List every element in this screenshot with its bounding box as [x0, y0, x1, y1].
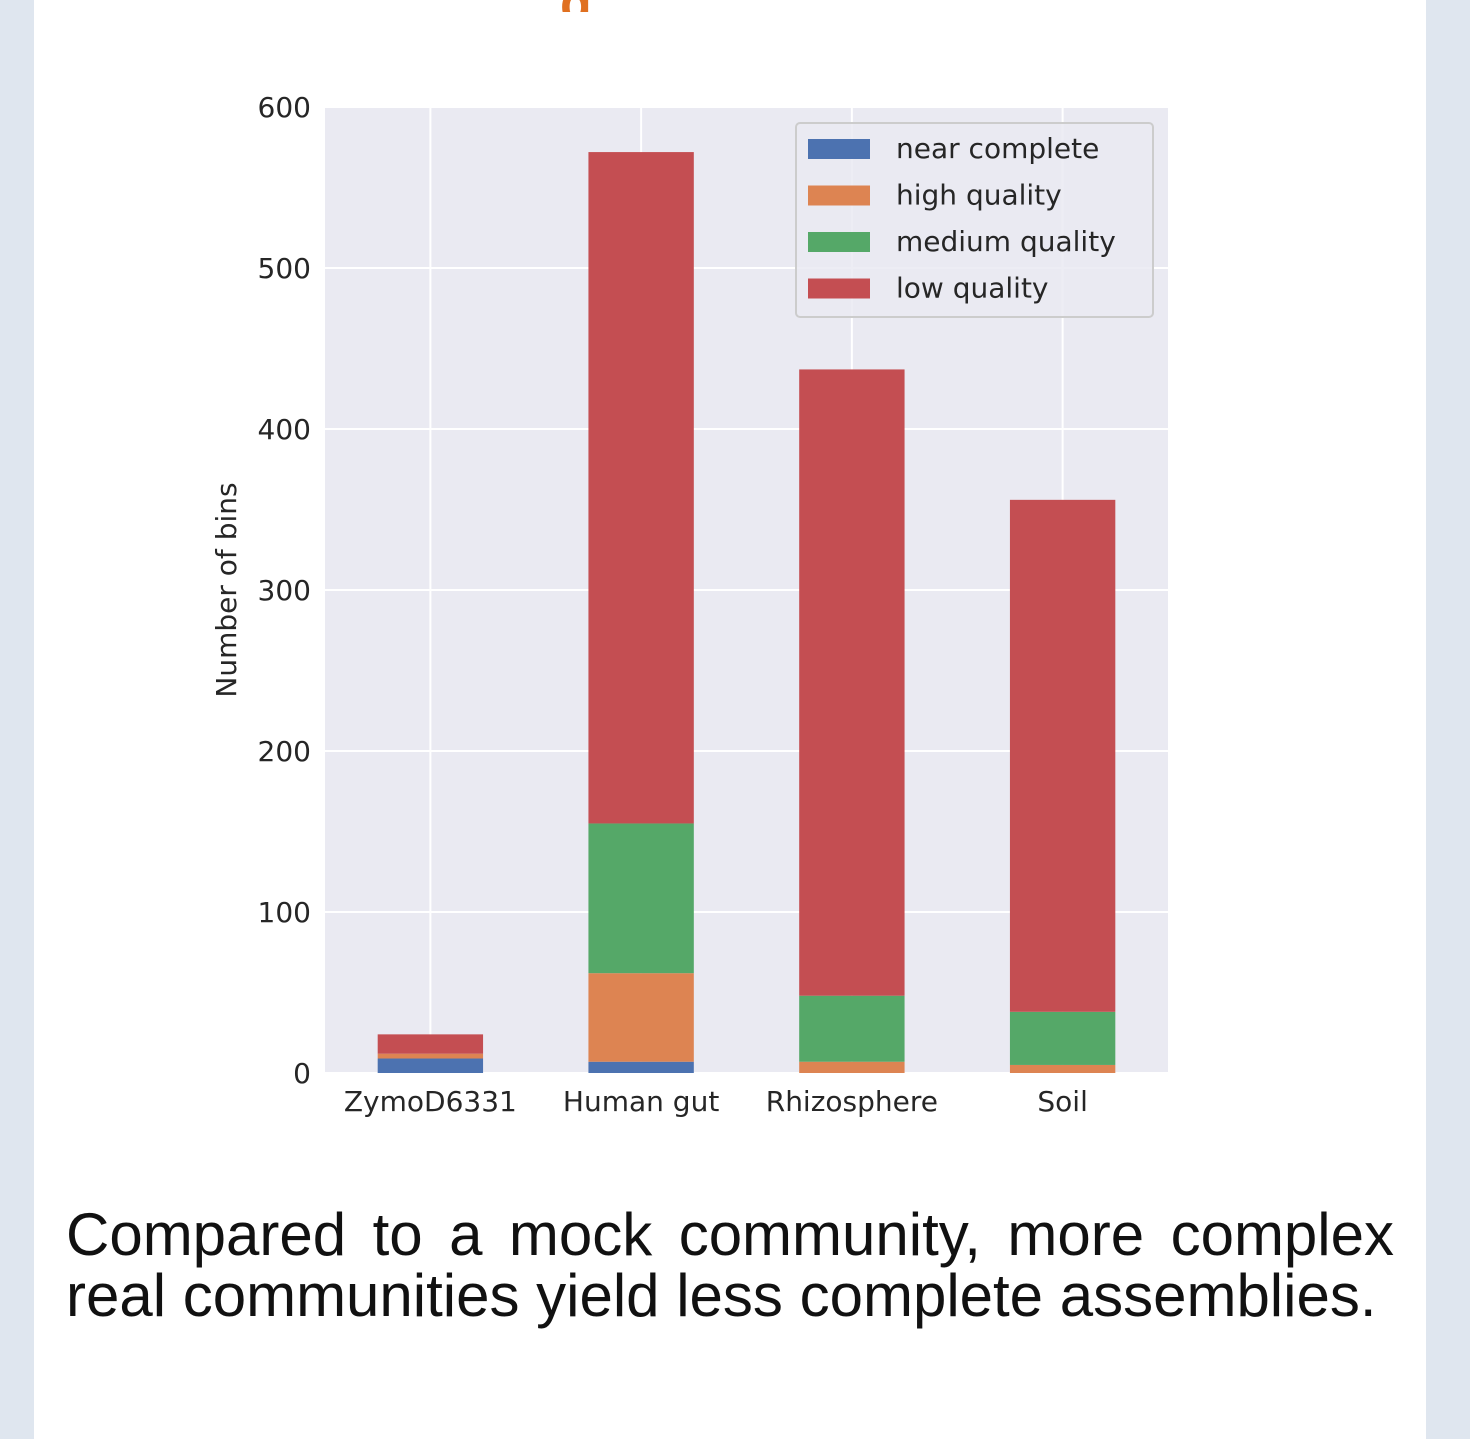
- stacked-bar-chart: 0 100 200 300 400 500 600 ZymoD6331 Human gut Rh…: [210, 91, 1168, 1118]
- y-tick-label: 500: [258, 252, 311, 285]
- bar-segment: [588, 152, 694, 824]
- bars: [377, 152, 1116, 1073]
- legend: near complete high quality medium quality l…: [795, 122, 1154, 318]
- bar-segment: [799, 369, 905, 996]
- x-tick-label: ZymoD6331: [344, 1085, 517, 1118]
- y-axis-label: Number of bins: [210, 482, 243, 697]
- x-axis: ZymoD6331 Human gut Rhizosphere Soil: [344, 1085, 1088, 1118]
- legend-swatch: [808, 278, 870, 299]
- bar-segment: [377, 1034, 484, 1054]
- section-title-fragment: g: [560, 0, 680, 12]
- bar-segment: [1009, 1011, 1116, 1065]
- bar-segment: [588, 823, 694, 974]
- y-tick-label: 100: [258, 896, 311, 929]
- bar-segment: [1009, 499, 1116, 1012]
- legend-label: medium quality: [896, 225, 1116, 258]
- bar-segment: [799, 1061, 905, 1073]
- legend-label: near complete: [896, 132, 1099, 165]
- bar-segment: [799, 995, 905, 1062]
- legend-swatch: [808, 139, 870, 159]
- legend-swatch: [808, 232, 870, 252]
- bar-segment: [588, 973, 694, 1062]
- x-tick-label: Rhizosphere: [766, 1085, 938, 1118]
- y-tick-label: 0: [293, 1057, 311, 1090]
- legend-box: [795, 122, 1154, 318]
- legend-swatch: [808, 185, 870, 206]
- legend-label: high quality: [896, 179, 1062, 212]
- y-tick-label: 400: [258, 413, 311, 446]
- y-tick-label: 300: [258, 574, 311, 607]
- legend-label: low quality: [896, 272, 1049, 305]
- y-axis: 0 100 200 300 400 500 600: [258, 91, 311, 1090]
- y-tick-label: 600: [258, 91, 311, 124]
- y-tick-label: 200: [258, 735, 311, 768]
- bar-segment: [377, 1058, 484, 1073]
- bar-segment: [377, 1053, 484, 1059]
- x-tick-label: Human gut: [563, 1085, 719, 1118]
- x-tick-label: Soil: [1037, 1085, 1087, 1118]
- bar-segment: [1009, 1064, 1116, 1073]
- bar-segment: [588, 1061, 694, 1073]
- caption-text: Compared to a mock community, more compl…: [66, 1201, 1394, 1329]
